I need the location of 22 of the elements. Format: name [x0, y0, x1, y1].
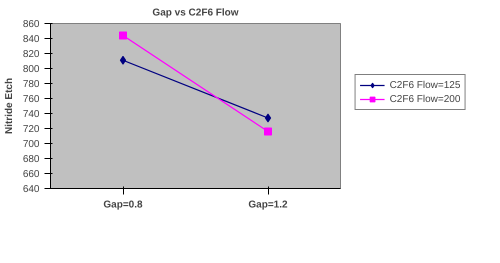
legend-label: C2F6 Flow=125: [390, 79, 460, 92]
y-tick-label: 700: [22, 139, 40, 150]
y-tick-label: 680: [22, 154, 40, 165]
legend-label: C2F6 Flow=200: [390, 93, 460, 106]
x-tick-label: Gap=0.8: [103, 200, 144, 210]
point: [119, 32, 127, 40]
x-tick-label: Gap=1.2: [248, 200, 288, 210]
y-tick-label: 860: [22, 19, 40, 30]
point: [264, 114, 272, 122]
y-tick-label: 640: [22, 184, 40, 195]
y-tick-label: 720: [22, 124, 40, 135]
y-tick-label: 760: [22, 94, 40, 105]
y-tick-label: 800: [22, 64, 40, 75]
y-tick-label: 820: [22, 49, 40, 60]
chart-title: Gap vs C2F6 Flow: [152, 8, 239, 18]
point: [264, 128, 272, 136]
y-axis-title: Nitride Etch: [4, 78, 15, 134]
y-tick-label: 740: [22, 109, 40, 120]
point: [120, 56, 126, 65]
y-tick-label: 840: [22, 34, 40, 45]
y-tick-label: 660: [22, 169, 40, 180]
y-tick-label: 780: [22, 79, 40, 90]
